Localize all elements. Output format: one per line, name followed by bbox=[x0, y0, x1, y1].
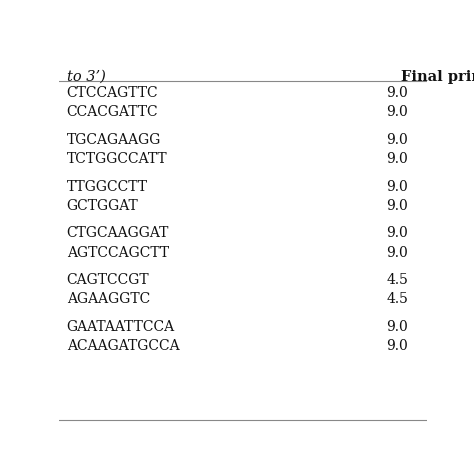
Text: CTGCAAGGAT: CTGCAAGGAT bbox=[66, 226, 169, 240]
Text: CCACGATTC: CCACGATTC bbox=[66, 105, 158, 119]
Text: 9.0: 9.0 bbox=[386, 133, 408, 147]
Text: 4.5: 4.5 bbox=[386, 273, 408, 287]
Text: 4.5: 4.5 bbox=[386, 292, 408, 306]
Text: 9.0: 9.0 bbox=[386, 105, 408, 119]
Text: CTCCAGTTC: CTCCAGTTC bbox=[66, 86, 158, 100]
Text: CAGTCCGT: CAGTCCGT bbox=[66, 273, 149, 287]
Text: 9.0: 9.0 bbox=[386, 199, 408, 213]
Text: 9.0: 9.0 bbox=[386, 319, 408, 334]
Text: AGTCCAGCTT: AGTCCAGCTT bbox=[66, 246, 169, 260]
Text: TCTGGCCATT: TCTGGCCATT bbox=[66, 152, 167, 166]
Text: TTGGCCTT: TTGGCCTT bbox=[66, 180, 147, 193]
Text: 9.0: 9.0 bbox=[386, 246, 408, 260]
Text: to 3’): to 3’) bbox=[66, 70, 106, 83]
Text: Final primer concen: Final primer concen bbox=[401, 70, 474, 83]
Text: GCTGGAT: GCTGGAT bbox=[66, 199, 138, 213]
Text: 9.0: 9.0 bbox=[386, 339, 408, 353]
Text: 9.0: 9.0 bbox=[386, 86, 408, 100]
Text: TGCAGAAGG: TGCAGAAGG bbox=[66, 133, 161, 147]
Text: 9.0: 9.0 bbox=[386, 226, 408, 240]
Text: 9.0: 9.0 bbox=[386, 180, 408, 193]
Text: ACAAGATGCCA: ACAAGATGCCA bbox=[66, 339, 179, 353]
Text: 9.0: 9.0 bbox=[386, 152, 408, 166]
Text: AGAAGGTC: AGAAGGTC bbox=[66, 292, 150, 306]
Text: GAATAATTCCA: GAATAATTCCA bbox=[66, 319, 175, 334]
